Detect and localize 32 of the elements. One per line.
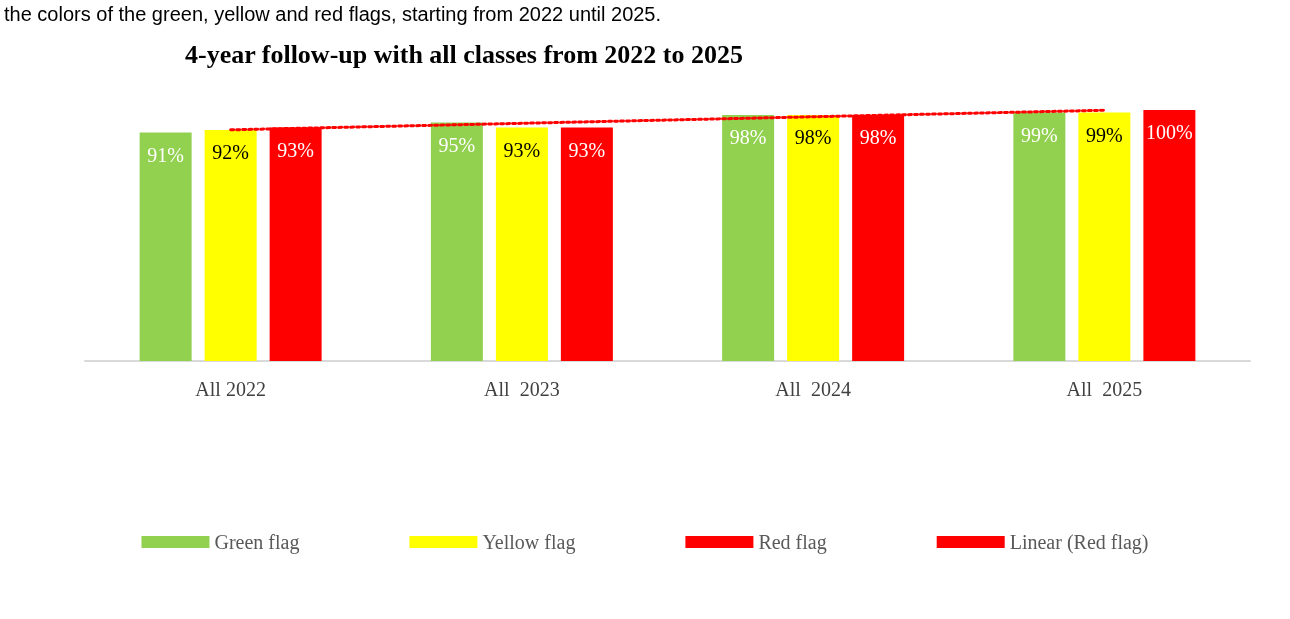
legend-label: Red flag	[758, 531, 827, 554]
text: the colors of the green, yellow and red flags, starting from 2022 until 2025.	[4, 3, 662, 25]
x-tick-label: All 2025	[1066, 378, 1143, 400]
bar	[204, 130, 257, 361]
chart-title: 4-year follow-up with all classes from 2022 to 2025	[185, 39, 743, 69]
bar	[1143, 110, 1196, 361]
data-label: 98%	[729, 126, 767, 149]
bar	[1078, 112, 1131, 361]
x-tick-label: All 2022	[195, 378, 266, 400]
bar	[1013, 112, 1066, 361]
bar	[787, 115, 840, 361]
data-label: 100%	[1146, 121, 1193, 143]
x-tick-label: All 2024	[775, 378, 851, 400]
data-label: 91%	[147, 143, 184, 166]
bar	[430, 122, 483, 361]
bar	[495, 127, 548, 361]
data-label: 93%	[503, 138, 541, 161]
data-label: 93%	[568, 138, 606, 161]
data-label: 98%	[859, 126, 897, 149]
bar	[560, 127, 613, 361]
data-label: 93%	[277, 138, 314, 161]
bar	[139, 132, 192, 361]
legend-label: Linear (Red flag)	[1009, 531, 1149, 554]
data-label: 98%	[794, 126, 832, 149]
data-label: 92%	[212, 141, 249, 164]
data-label: 99%	[1021, 123, 1058, 146]
data-label: 95%	[438, 133, 476, 156]
x-tick-label: All 2023	[484, 378, 560, 400]
bar	[722, 115, 775, 361]
legend-label: Green flag	[214, 531, 300, 554]
data-label: 99%	[1086, 123, 1123, 146]
legend-label: Yellow flag	[482, 531, 576, 554]
